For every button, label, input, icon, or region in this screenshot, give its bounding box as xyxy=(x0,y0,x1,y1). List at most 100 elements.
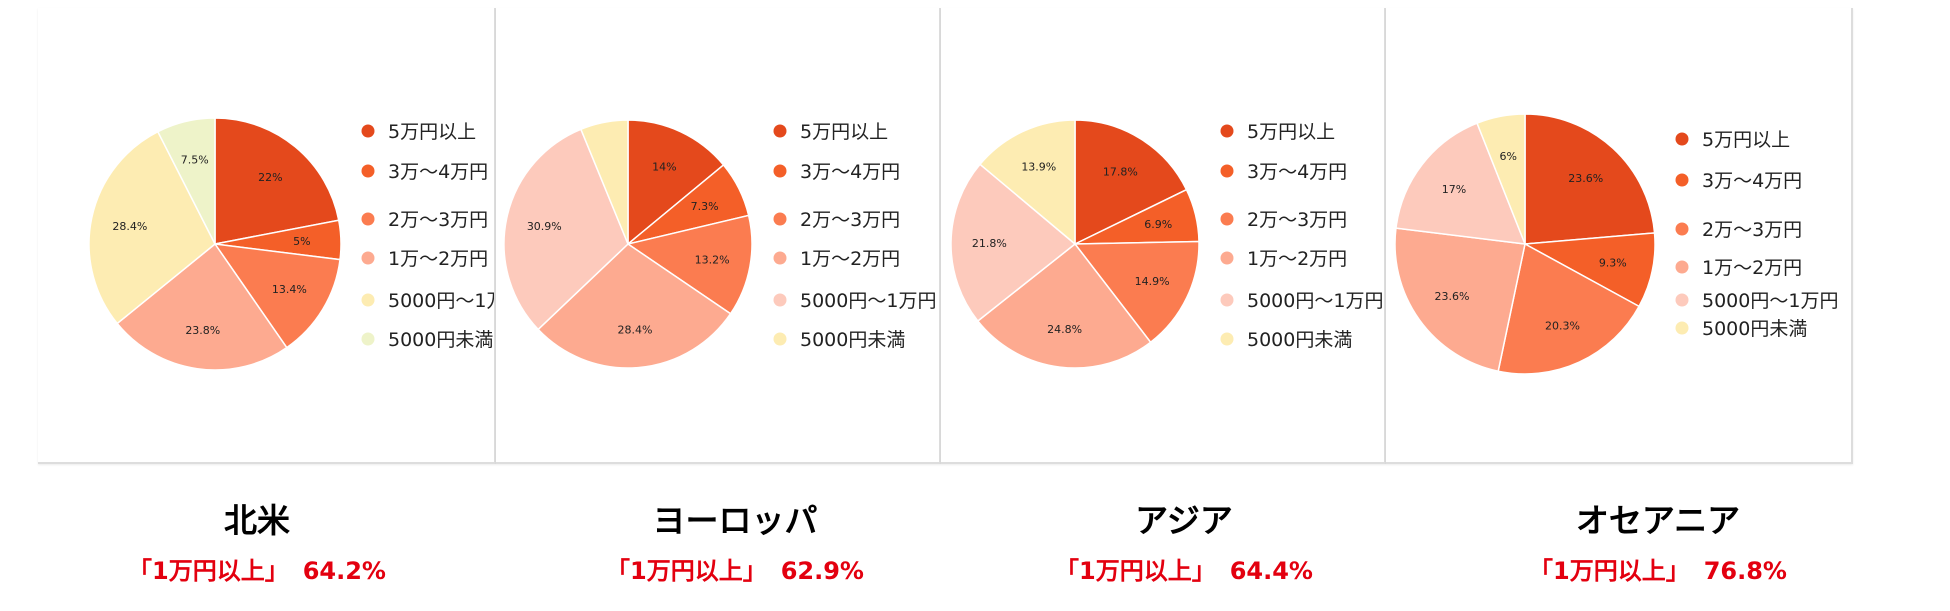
stat-line: 「1万円以上」 76.8% xyxy=(1458,556,1858,586)
legend-marker-2 xyxy=(1675,173,1689,187)
pie-data-label-2: 9.3% xyxy=(1599,257,1627,270)
legend-label-5: 5000円～1万円 xyxy=(388,290,494,312)
legend-marker-4 xyxy=(1220,251,1234,265)
legend-label-1: 5万円以上 xyxy=(800,121,888,143)
legend-label-4: 1万～2万円 xyxy=(388,248,488,270)
legend-label-2: 3万～4万円 xyxy=(388,161,488,183)
legend-marker-1 xyxy=(361,124,375,138)
pie-slice-2 xyxy=(1522,232,1656,308)
pie-slice-5 xyxy=(950,163,1077,323)
pie-slice-5 xyxy=(503,128,629,331)
legend-marker-6 xyxy=(361,332,375,346)
region-caption-1: 北米「1万円以上」 64.2% xyxy=(57,500,457,586)
pie-data-label-1: 23.6% xyxy=(1568,172,1603,185)
legend-marker-5 xyxy=(1675,293,1689,307)
region-caption-4: オセアニア「1万円以上」 76.8% xyxy=(1458,500,1858,586)
legend-label-2: 3万～4万円 xyxy=(800,161,900,183)
pie-data-label-1: 14% xyxy=(652,161,676,174)
stat-label: 「1万円以上」 xyxy=(1529,557,1690,585)
stat-value: 62.9% xyxy=(780,557,864,585)
legend-label-4: 1万～2万円 xyxy=(1247,248,1347,270)
legend-marker-5 xyxy=(361,293,375,307)
legend-marker-2 xyxy=(773,164,787,178)
pie-slice-3 xyxy=(1073,240,1200,344)
legend-label-5: 5000円～1万円 xyxy=(1702,290,1838,312)
pie-data-label-4: 28.4% xyxy=(618,323,653,336)
legend-marker-6 xyxy=(773,332,787,346)
legend-marker-3 xyxy=(361,212,375,226)
pie-slice-4 xyxy=(976,242,1152,369)
pie-slice-6 xyxy=(579,119,629,245)
pie-data-label-6: 7.5% xyxy=(181,154,209,167)
pie-data-label-4: 23.6% xyxy=(1435,290,1470,303)
legend-marker-6 xyxy=(1220,332,1234,346)
pie-data-label-6: 13.9% xyxy=(1021,161,1056,174)
legend-marker-4 xyxy=(1675,260,1689,274)
pie-slice-3 xyxy=(213,243,341,349)
stat-value: 64.4% xyxy=(1229,557,1313,585)
pie-slice-1 xyxy=(627,119,725,246)
legend-label-5: 5000円～1万円 xyxy=(1247,290,1383,312)
pie-data-label-6: 6% xyxy=(1499,150,1516,163)
pie-chart-4: 23.6% 9.3% 20.3% 23.6% 17% 6% 5万円以上 3万～4万円 2万～3万… xyxy=(1394,113,1838,375)
pie-data-label-3: 13.2% xyxy=(695,254,730,267)
pie-chart-3: 17.8% 6.9% 14.9% 24.8% 21.8% 13.9% 5万円以上 3万～4万円… xyxy=(950,119,1383,369)
pie-data-label-2: 6.9% xyxy=(1144,218,1172,231)
stat-line: 「1万円以上」 62.9% xyxy=(535,556,935,586)
legend-label-3: 2万～3万円 xyxy=(388,209,488,231)
region-title: ヨーロッパ xyxy=(652,501,818,540)
legend-marker-1 xyxy=(773,124,787,138)
pie-chart-panel-3: 17.8% 6.9% 14.9% 24.8% 21.8% 13.9% 5万円以上 3万～4万円… xyxy=(941,8,1386,464)
stat-line: 「1万円以上」 64.2% xyxy=(57,556,457,586)
pie-slice-4 xyxy=(1394,227,1526,373)
stat-value: 64.2% xyxy=(302,557,386,585)
legend-label-2: 3万～4万円 xyxy=(1702,170,1802,192)
pie-slice-6 xyxy=(156,117,216,245)
pie-slice-3 xyxy=(1497,242,1641,375)
legend-label-6: 5000円未満 xyxy=(388,329,493,351)
pie-data-label-5: 21.8% xyxy=(972,237,1007,250)
pie-data-label-5: 28.4% xyxy=(112,220,147,233)
pie-slice-1 xyxy=(214,117,340,245)
legend-marker-1 xyxy=(1675,132,1689,146)
pie-slice-5 xyxy=(88,130,216,325)
stat-label: 「1万円以上」 xyxy=(606,557,767,585)
pie-data-label-3: 13.4% xyxy=(272,283,307,296)
region-title: オセアニア xyxy=(1575,501,1741,540)
legend-label-4: 1万～2万円 xyxy=(800,248,900,270)
pie-slice-3 xyxy=(626,214,753,315)
pie-chart-panel-1: 22% 5% 13.4% 23.8% 28.4% 7.5% 5万円以上 3万～4万円 2万～3万… xyxy=(38,8,496,464)
legend-label-6: 5000円未満 xyxy=(800,329,905,351)
pie-slice-1 xyxy=(1524,113,1656,245)
pie-data-label-4: 24.8% xyxy=(1047,323,1082,336)
legend-label-6: 5000円未満 xyxy=(1702,318,1807,340)
stat-label: 「1万円以上」 xyxy=(1055,557,1216,585)
legend-marker-5 xyxy=(1220,293,1234,307)
pie-data-label-2: 5% xyxy=(293,235,310,248)
legend-marker-3 xyxy=(1675,222,1689,236)
region-caption-2: ヨーロッパ「1万円以上」 62.9% xyxy=(535,500,935,586)
legend-label-1: 5万円以上 xyxy=(1702,129,1790,151)
legend-marker-5 xyxy=(773,293,787,307)
legend-label-3: 2万～3万円 xyxy=(1247,209,1347,231)
legend-label-3: 2万～3万円 xyxy=(800,209,900,231)
pie-slice-1 xyxy=(1074,119,1188,246)
legend-label-6: 5000円未満 xyxy=(1247,329,1352,351)
region-title: 北米 xyxy=(224,501,290,540)
pie-data-label-1: 22% xyxy=(258,171,282,184)
legend-label-5: 5000円～1万円 xyxy=(800,290,936,312)
pie-slice-4 xyxy=(537,243,732,369)
pie-chart-2: 14% 7.3% 13.2% 28.4% 30.9% 5万円以上 3万～4万円 2万～3万円 1… xyxy=(503,119,936,369)
legend-marker-4 xyxy=(773,251,787,265)
legend-label-4: 1万～2万円 xyxy=(1702,257,1802,279)
pie-data-label-3: 14.9% xyxy=(1135,275,1170,288)
stat-line: 「1万円以上」 64.4% xyxy=(984,556,1384,586)
legend-label-1: 5万円以上 xyxy=(1247,121,1335,143)
legend-marker-4 xyxy=(361,251,375,265)
pie-chart-1: 22% 5% 13.4% 23.8% 28.4% 7.5% 5万円以上 3万～4万円 2万～3万… xyxy=(88,117,494,371)
pie-chart-panel-4: 23.6% 9.3% 20.3% 23.6% 17% 6% 5万円以上 3万～4万円 2万～3万… xyxy=(1386,8,1853,464)
legend-marker-2 xyxy=(361,164,375,178)
pie-slice-6 xyxy=(978,119,1076,246)
pie-slice-4 xyxy=(116,242,288,371)
